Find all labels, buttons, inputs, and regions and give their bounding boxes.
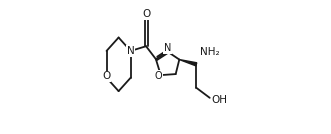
- Text: O: O: [155, 71, 162, 81]
- Polygon shape: [179, 59, 197, 66]
- Text: O: O: [102, 71, 111, 81]
- Text: OH: OH: [212, 95, 228, 105]
- Text: NH₂: NH₂: [200, 47, 219, 57]
- Text: N: N: [127, 46, 134, 56]
- Text: N: N: [164, 43, 171, 53]
- Text: O: O: [142, 9, 150, 19]
